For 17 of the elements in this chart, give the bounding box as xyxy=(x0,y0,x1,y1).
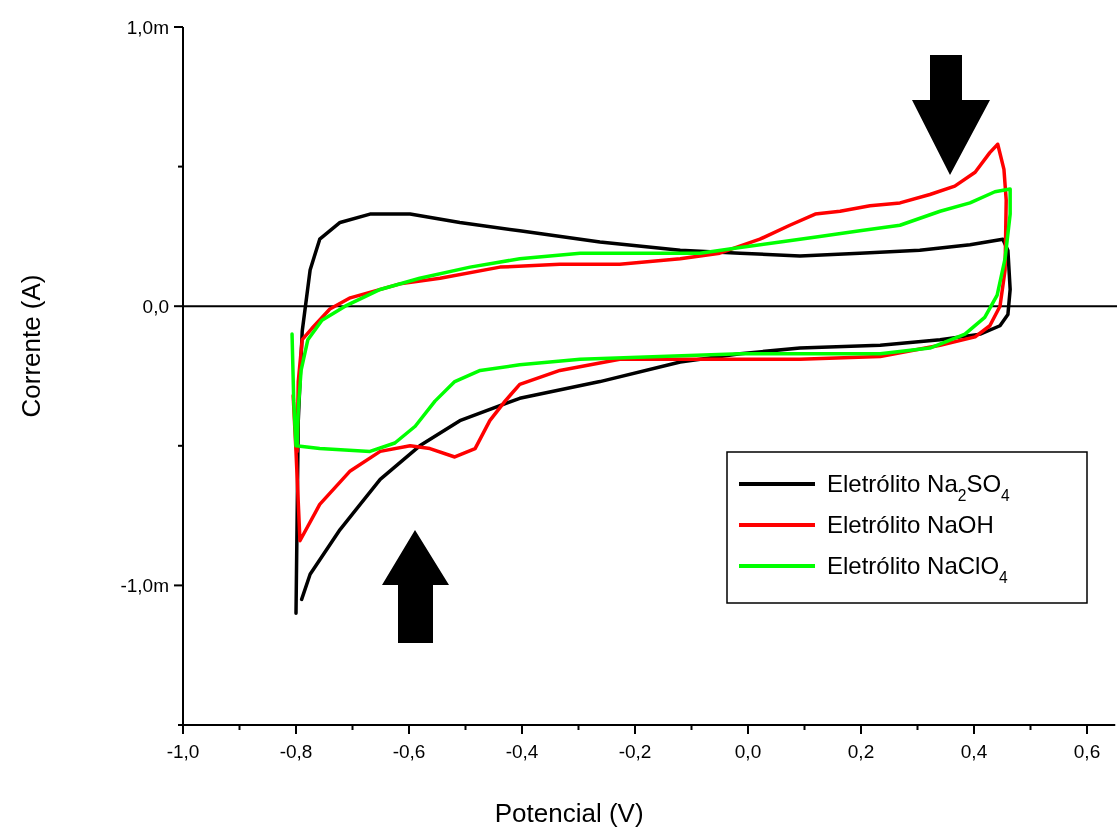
x-tick-label: 0,4 xyxy=(960,741,988,762)
x-tick-label: 0,2 xyxy=(847,741,875,762)
legend-label: Eletrólito NaOH xyxy=(827,511,994,539)
x-tick-label: -0,4 xyxy=(505,741,539,762)
x-tick-label: -0,8 xyxy=(279,741,313,762)
x-tick-label: 0,6 xyxy=(1073,741,1101,762)
x-axis-title: Potencial (V) xyxy=(494,798,644,828)
legend-label: Eletrólito Na$_{2}$SO$_{4}$ xyxy=(827,470,1011,504)
x-tick-label: -0,6 xyxy=(392,741,426,762)
y-tick-label: 1,0m xyxy=(126,16,169,38)
y-tick-label: -1,0m xyxy=(120,575,169,597)
y-axis-title: Corrente (A) xyxy=(16,274,46,418)
x-tick-label: 0,0 xyxy=(734,741,762,762)
y-tick-label: 0,0 xyxy=(142,295,169,317)
x-tick-label: -0,2 xyxy=(618,741,652,762)
x-tick-label: -1,0 xyxy=(166,741,200,762)
legend-label: Eletrólito NaClO$_{4}$ xyxy=(827,552,1009,586)
